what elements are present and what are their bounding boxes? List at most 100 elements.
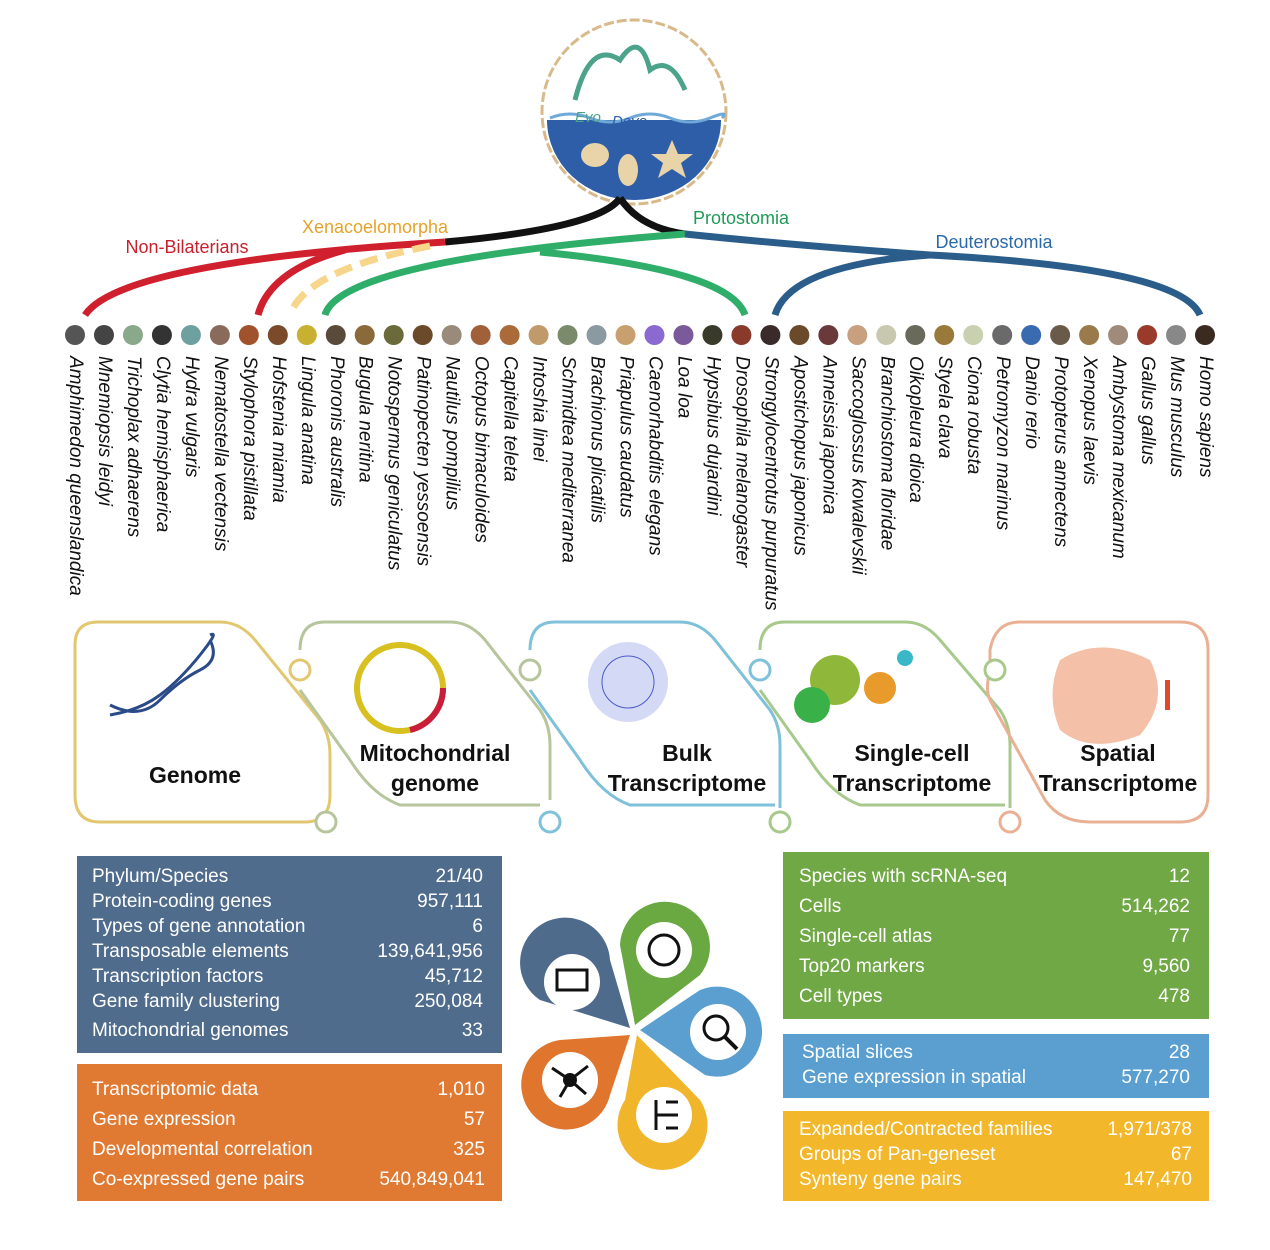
- species-icon: [412, 325, 433, 345]
- logo: [540, 18, 728, 206]
- stat-value: 1,971/378: [1107, 1119, 1192, 1140]
- module-label: Spatial: [1080, 740, 1155, 766]
- species-icon: [1166, 325, 1187, 345]
- stat-value: 77: [1169, 926, 1190, 947]
- species-icon: [209, 325, 230, 345]
- species-name: Strongylocentrotus purpuratus: [760, 356, 781, 611]
- species-name: Drosophila melanogaster: [731, 356, 752, 568]
- stat-key: Gene family clustering: [92, 991, 280, 1012]
- species-icon: [818, 325, 839, 345]
- module-label: Transcriptome: [833, 770, 992, 796]
- stat-value: 478: [1158, 986, 1190, 1007]
- center-flower: [520, 901, 763, 1170]
- stat-key: Transposable elements: [92, 941, 289, 962]
- species-icon: [644, 325, 665, 345]
- stat-value: 45,712: [425, 966, 483, 987]
- stat-key: Single-cell atlas: [799, 926, 932, 947]
- species-icon: [963, 325, 984, 345]
- species-name: Lingula anatina: [297, 356, 318, 485]
- species-icon: [905, 325, 926, 345]
- module-label: Transcriptome: [608, 770, 767, 796]
- species-name: Capitella teleta: [500, 356, 521, 482]
- stat-key: Top20 markers: [799, 956, 925, 977]
- species-name: Gallus gallus: [1137, 356, 1158, 465]
- module-label: Mitochondrial: [360, 740, 511, 766]
- stat-value: 33: [462, 1020, 483, 1041]
- species-icon: [441, 325, 462, 345]
- stat-key: Spatial slices: [802, 1042, 913, 1063]
- module-label: Genome: [149, 762, 241, 788]
- species-name: Trichoplax adhaerens: [123, 356, 144, 538]
- stats-box: [783, 852, 1209, 1019]
- stat-key: Developmental correlation: [92, 1139, 313, 1160]
- logo-text: Devo: [612, 113, 647, 130]
- species-name: Ambystoma mexicanum: [1108, 355, 1129, 559]
- species-name: Apostichopus japonicus: [789, 355, 810, 556]
- module-label: Single-cell: [854, 740, 969, 766]
- species-name: Bugula neritina: [355, 356, 376, 483]
- stat-value: 28: [1169, 1042, 1190, 1063]
- species-icon: [557, 325, 578, 345]
- species-name: Amphimedon queenslandica: [65, 355, 86, 596]
- module-label: Bulk: [662, 740, 712, 766]
- clade-label: Non-Bilaterians: [125, 237, 248, 257]
- species-icon: [673, 325, 694, 345]
- stat-key: Groups of Pan-geneset: [799, 1144, 996, 1165]
- stat-value: 540,849,041: [379, 1169, 485, 1190]
- species-name: Nematostella vectensis: [210, 356, 231, 552]
- species-name: Petromyzon marinus: [992, 356, 1013, 531]
- species-name: Protopterus annectens: [1050, 356, 1071, 548]
- stat-key: Mitochondrial genomes: [92, 1020, 288, 1041]
- stat-value: 57: [464, 1109, 485, 1130]
- stats-box: [77, 856, 502, 1053]
- species-icon: [528, 325, 549, 345]
- species-name: Danio rerio: [1021, 356, 1042, 449]
- species-icon: [296, 325, 317, 345]
- species-icon: [470, 325, 491, 345]
- stat-value: 139,641,956: [377, 941, 483, 962]
- species-icon: [122, 325, 143, 345]
- species-name: Mnemiopsis leidyi: [94, 356, 115, 507]
- logo-text: Evo: [575, 109, 601, 126]
- species-icon: [1021, 325, 1042, 345]
- species-icon: [789, 325, 810, 345]
- stat-key: Synteny gene pairs: [799, 1169, 962, 1190]
- species-icon: [731, 325, 752, 345]
- stat-key: Cells: [799, 896, 841, 917]
- species-name: Caenorhabditis elegans: [644, 356, 665, 556]
- species-icon: [93, 325, 114, 345]
- stat-value: 325: [453, 1139, 485, 1160]
- stat-value: 514,262: [1121, 896, 1190, 917]
- species-icon: [180, 325, 201, 345]
- stats-box: [783, 1034, 1209, 1098]
- species-name: Mus musculus: [1166, 356, 1187, 478]
- species-icon: [702, 325, 723, 345]
- species-name: Hofstenia miamia: [268, 356, 289, 503]
- species-icon: [1195, 325, 1215, 345]
- species-name: Schmidtea mediterranea: [558, 356, 579, 563]
- species-name: Ciona robusta: [963, 356, 984, 474]
- stat-value: 9,560: [1142, 956, 1190, 977]
- stat-value: 21/40: [435, 866, 483, 887]
- species-icon: [65, 325, 85, 345]
- species-name: Branchiostoma floridae: [876, 356, 897, 550]
- species-name: Priapulus caudatus: [615, 356, 636, 518]
- species-icon: [267, 325, 288, 345]
- stat-value: 12: [1169, 866, 1190, 887]
- species-icon: [586, 325, 607, 345]
- species-icon: [1079, 325, 1100, 345]
- stat-value: 577,270: [1121, 1067, 1190, 1088]
- stats-box: [77, 1064, 502, 1201]
- species-name: Homo sapiens: [1195, 356, 1216, 478]
- species-name: Brachionus plicatilis: [587, 356, 608, 523]
- module-illustrations: [109, 632, 1170, 744]
- species-name: Octopus bimaculoides: [471, 356, 492, 543]
- stat-value: 67: [1171, 1144, 1192, 1165]
- stat-key: Co-expressed gene pairs: [92, 1169, 304, 1190]
- species-icon: [238, 325, 259, 345]
- module-knobs: [288, 658, 1022, 834]
- species-name: Xenopus laevis: [1079, 355, 1100, 485]
- species-icon: [499, 325, 520, 345]
- species-icon: [151, 325, 172, 345]
